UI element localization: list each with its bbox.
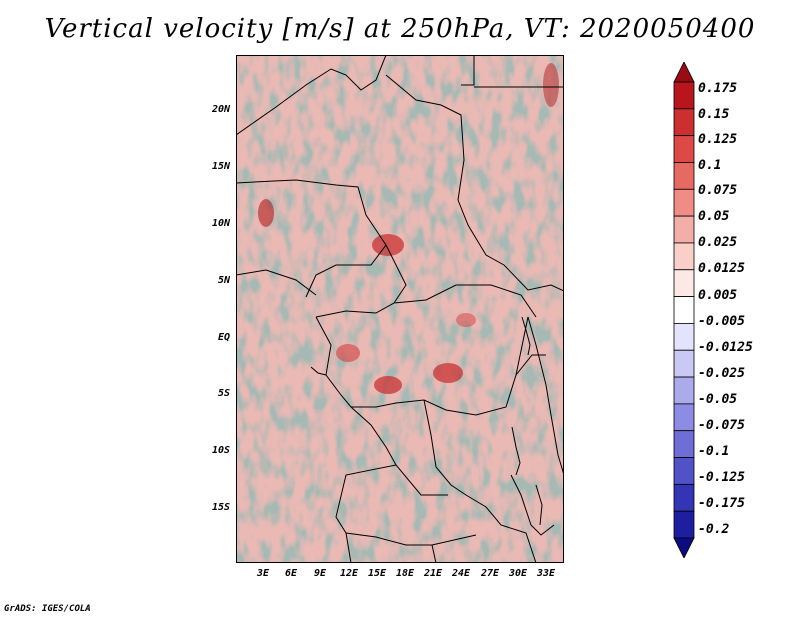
colorbar-label: 0.005 [698,288,738,303]
colorbar-swatch [673,81,695,110]
lon-label: 15E [367,568,387,579]
colorbar-swatch [673,162,695,190]
colorbar-label: -0.125 [698,470,745,485]
colorbar-label: -0.005 [698,314,745,329]
colorbar-label: 0.175 [698,81,738,96]
colorbar-swatch [673,457,695,485]
colorbar-swatch [673,376,695,405]
colorbar-swatch [673,108,695,137]
lon-label: 27E [480,568,500,579]
colorbar-label: -0.0125 [698,340,753,355]
colorbar-label: -0.025 [698,366,745,381]
lon-label: 21E [423,568,443,579]
lon-label: 3E [256,568,270,579]
colorbar-swatch [673,188,695,217]
colorbar-swatch [673,483,695,512]
colorbar-label: 0.125 [698,132,738,147]
lon-label: 18E [395,568,415,579]
colorbar-swatch [673,135,695,163]
colorbar-label: -0.075 [698,418,745,433]
lat-label: 10S [211,445,230,456]
lon-label: 24E [451,568,471,579]
colorbar-swatch [673,62,695,83]
colorbar-swatch [673,215,695,244]
colorbar-swatch [673,510,695,539]
colorbar-swatch [673,430,695,458]
colorbar-label: 0.025 [698,235,738,250]
convective-cell [372,234,404,256]
convective-cell [336,344,360,362]
lat-label: 15S [211,502,230,513]
lon-label: 6E [284,568,298,579]
colorbar-swatch [673,269,695,297]
colorbar-swatch [673,349,695,378]
lon-label: 12E [339,568,359,579]
convective-cell [456,313,476,327]
colorbar-label: 0.0125 [698,261,745,276]
colorbar-swatch [673,537,695,558]
lon-label: 33E [536,568,556,579]
lat-label: 20N [211,104,230,115]
colorbar-label: -0.2 [698,522,730,537]
lat-label: 10N [211,218,230,229]
colorbar-label: 0.15 [698,107,730,122]
colorbar-label: -0.1 [698,444,730,459]
convective-cell [258,199,274,227]
colorbar-label: -0.05 [698,392,738,407]
country-borders [236,55,564,563]
colorbar-label: 0.075 [698,183,738,198]
convective-cell [433,363,463,383]
colorbar-swatch [673,323,695,351]
lakes [511,316,543,526]
lat-label: 5S [217,388,230,399]
convective-cell [374,376,402,394]
colorbar-swatch [673,403,695,432]
colorbar-label: 0.1 [698,158,722,173]
colorbar-swatch [673,242,695,271]
colorbar [673,62,695,558]
velocity-field [236,55,564,563]
colorbar-label: 0.05 [698,209,730,224]
colorbar-swatch [673,296,695,324]
lon-label: 9E [313,568,327,579]
lat-label: 5N [217,275,230,286]
lon-label: 30E [508,568,528,579]
colorbar-label: -0.175 [698,496,745,511]
credit-text: GrADS: IGES/COLA [4,604,91,614]
vertical-velocity-map [236,55,564,563]
lat-label: 15N [211,161,230,172]
chart-title: Vertical velocity [m/s] at 250hPa, VT: 2… [44,14,756,44]
convective-cell [543,63,559,107]
lat-label: EQ [217,332,230,343]
